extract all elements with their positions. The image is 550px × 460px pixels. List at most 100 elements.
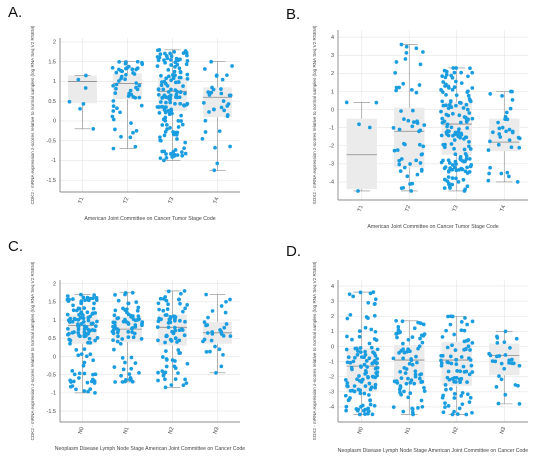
data-point: [497, 374, 501, 378]
data-point: [180, 153, 185, 158]
data-point: [450, 176, 455, 180]
data-point: [213, 145, 217, 150]
data-point: [183, 319, 187, 324]
data-point: [368, 291, 373, 296]
data-point: [120, 337, 125, 341]
data-point: [170, 111, 174, 116]
data-point: [167, 74, 171, 79]
y-tick-label: 0: [53, 354, 56, 360]
data-point: [200, 136, 205, 141]
data-point: [132, 331, 137, 336]
data-point: [443, 84, 447, 88]
data-point: [160, 80, 164, 84]
data-point: [469, 363, 474, 368]
data-point: [133, 144, 138, 149]
data-point: [352, 389, 357, 394]
data-point: [439, 353, 443, 358]
data-point: [514, 336, 519, 341]
data-point: [128, 377, 132, 382]
data-point: [453, 159, 458, 164]
data-point: [465, 184, 470, 189]
data-point: [82, 371, 87, 376]
data-point: [171, 150, 176, 154]
data-point: [343, 378, 348, 382]
data-point: [414, 46, 419, 51]
data-point: [94, 295, 99, 300]
data-point: [165, 123, 169, 127]
data-point: [113, 91, 118, 95]
data-point: [420, 152, 425, 156]
data-point: [422, 389, 427, 393]
data-point: [222, 108, 227, 113]
data-point: [496, 142, 501, 147]
data-point: [454, 362, 459, 366]
data-point: [183, 151, 188, 156]
data-point: [119, 373, 123, 378]
data-point: [465, 165, 469, 170]
data-point: [158, 156, 163, 161]
box-iqr: [489, 118, 520, 152]
data-point: [507, 138, 512, 142]
data-point: [397, 85, 402, 90]
data-point: [362, 355, 366, 360]
y-tick-label: 1: [53, 318, 56, 324]
data-point: [348, 312, 353, 317]
data-point: [503, 392, 508, 397]
data-point: [446, 360, 451, 365]
data-point: [91, 296, 95, 301]
data-point: [91, 321, 95, 326]
data-point: [127, 372, 132, 376]
data-point: [126, 330, 131, 334]
data-point: [402, 165, 407, 170]
data-point: [515, 180, 520, 184]
data-point: [402, 389, 406, 394]
data-point: [93, 391, 97, 395]
data-point: [74, 348, 79, 352]
data-point: [470, 70, 475, 75]
x-tick-label: T4: [499, 205, 507, 213]
data-point: [399, 349, 404, 353]
data-point: [491, 130, 495, 135]
data-point: [454, 176, 458, 181]
data-point: [374, 100, 379, 105]
data-point: [173, 318, 177, 323]
data-point: [176, 348, 181, 352]
data-point: [183, 377, 187, 382]
data-point: [131, 130, 135, 135]
data-point: [179, 150, 184, 155]
data-point: [465, 380, 469, 384]
data-point: [130, 379, 135, 384]
data-point: [350, 337, 354, 342]
data-point: [77, 376, 81, 380]
data-point: [133, 324, 138, 329]
data-point: [78, 106, 82, 111]
data-point: [363, 349, 367, 354]
data-point: [448, 186, 452, 190]
y-tick-label: -1: [329, 359, 334, 365]
y-tick-label: -2: [329, 144, 334, 150]
data-point: [168, 96, 173, 100]
box-N2: [439, 314, 475, 417]
data-point: [82, 306, 87, 310]
data-point: [408, 162, 412, 166]
data-point: [421, 144, 426, 149]
box-N2: [155, 289, 190, 390]
data-point: [462, 147, 467, 152]
x-tick-label: T2: [123, 197, 131, 205]
data-point: [411, 120, 416, 124]
data-point: [183, 140, 188, 145]
data-point: [162, 58, 166, 62]
data-point: [72, 330, 76, 334]
data-point: [93, 372, 98, 377]
data-point: [369, 345, 374, 350]
data-point: [366, 411, 370, 416]
data-point: [185, 58, 190, 63]
data-point: [462, 159, 466, 164]
data-point: [410, 410, 415, 415]
data-point: [499, 377, 504, 382]
data-point: [111, 109, 116, 113]
x-axis-title: American Joint Committee on Cancer Tumor…: [367, 224, 498, 230]
data-point: [155, 55, 160, 59]
data-point: [450, 412, 455, 417]
data-point: [504, 129, 508, 134]
